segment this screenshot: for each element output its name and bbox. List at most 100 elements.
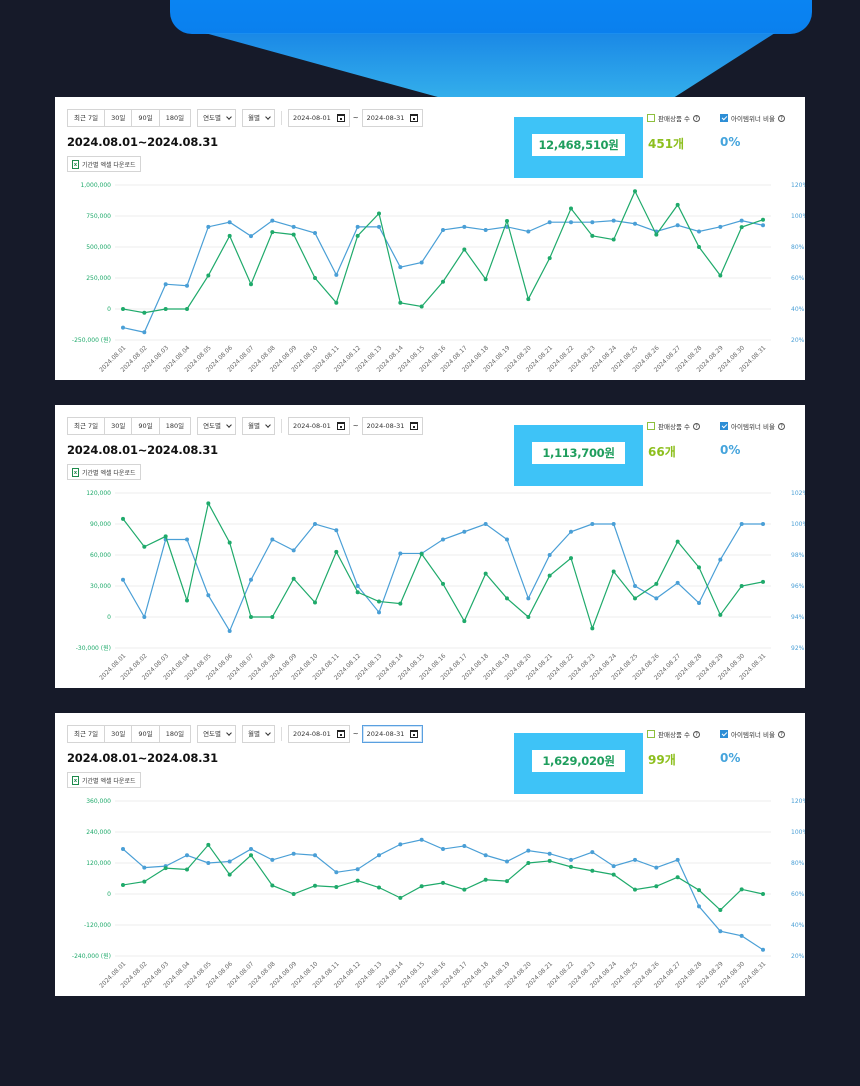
- ratio-data-point[interactable]: [313, 853, 317, 858]
- sales-data-point[interactable]: [313, 276, 317, 280]
- sales-data-point[interactable]: [142, 544, 147, 549]
- ratio-data-point[interactable]: [697, 229, 701, 234]
- sales-data-point[interactable]: [313, 883, 317, 888]
- ratio-data-point[interactable]: [249, 577, 253, 582]
- ratio-data-point[interactable]: [441, 537, 445, 542]
- sales-count-checkbox[interactable]: [647, 114, 655, 122]
- sales-data-point[interactable]: [697, 565, 701, 570]
- ratio-data-point[interactable]: [675, 857, 680, 862]
- ratio-data-point[interactable]: [334, 272, 339, 277]
- ratio-data-point[interactable]: [633, 221, 637, 226]
- range-180days-button[interactable]: 180일: [165, 730, 185, 738]
- sales-data-point[interactable]: [419, 551, 424, 556]
- legend-sales-count[interactable]: 판매상품 수 ?: [647, 113, 700, 123]
- sales-data-point[interactable]: [355, 590, 360, 595]
- sales-data-point[interactable]: [334, 885, 339, 890]
- ratio-data-point[interactable]: [611, 522, 616, 526]
- ratio-data-point[interactable]: [633, 857, 637, 862]
- ratio-data-point[interactable]: [441, 847, 445, 852]
- range-30days-button[interactable]: 30일: [105, 418, 133, 434]
- ratio-data-point[interactable]: [526, 596, 531, 601]
- ratio-data-point[interactable]: [355, 867, 360, 872]
- sales-data-point[interactable]: [483, 877, 488, 882]
- sales-data-point[interactable]: [163, 534, 168, 539]
- ratio-data-point[interactable]: [291, 224, 296, 229]
- sales-data-point[interactable]: [675, 539, 680, 544]
- ratio-data-point[interactable]: [227, 628, 232, 633]
- item-winner-checkbox[interactable]: [720, 730, 728, 738]
- ratio-data-point[interactable]: [569, 220, 573, 225]
- sales-data-point[interactable]: [761, 217, 765, 222]
- sales-data-point[interactable]: [505, 218, 509, 223]
- year-select[interactable]: 연도별: [197, 725, 237, 743]
- calendar-icon[interactable]: [336, 114, 345, 122]
- date-from-input[interactable]: 2024-08-01: [288, 109, 350, 127]
- ratio-data-point[interactable]: [505, 537, 509, 542]
- sales-data-point[interactable]: [675, 202, 680, 207]
- calendar-icon[interactable]: [336, 730, 345, 738]
- ratio-data-point[interactable]: [441, 227, 445, 232]
- sales-data-point[interactable]: [142, 310, 147, 315]
- sales-data-point[interactable]: [569, 556, 573, 561]
- sales-data-point[interactable]: [611, 569, 616, 574]
- date-from-input[interactable]: 2024-08-01: [288, 417, 350, 435]
- ratio-data-point[interactable]: [718, 929, 723, 934]
- legend-sales-count[interactable]: 판매상품 수 ?: [647, 421, 700, 431]
- year-select[interactable]: 연도별: [197, 417, 237, 435]
- ratio-data-point[interactable]: [121, 847, 125, 852]
- sales-data-point[interactable]: [654, 232, 659, 237]
- sales-data-point[interactable]: [654, 884, 659, 889]
- ratio-data-point[interactable]: [291, 548, 296, 553]
- range-90days-button[interactable]: 90일: [132, 726, 160, 742]
- help-icon[interactable]: ?: [692, 422, 700, 430]
- ratio-data-point[interactable]: [526, 229, 531, 234]
- sales-data-point[interactable]: [505, 596, 509, 601]
- sales-data-point[interactable]: [185, 867, 189, 872]
- sales-data-point[interactable]: [633, 887, 637, 892]
- excel-download-button[interactable]: x 기간별 엑셀 다운로드: [67, 772, 141, 788]
- sales-data-point[interactable]: [355, 878, 360, 883]
- ratio-data-point[interactable]: [355, 224, 360, 229]
- ratio-data-point[interactable]: [185, 283, 189, 288]
- sales-data-point[interactable]: [718, 273, 723, 278]
- date-to-input[interactable]: 2024-08-31: [361, 109, 424, 127]
- ratio-data-point[interactable]: [526, 848, 531, 853]
- ratio-data-point[interactable]: [313, 231, 317, 236]
- sales-data-point[interactable]: [654, 581, 659, 586]
- sales-data-point[interactable]: [590, 233, 595, 238]
- sales-data-point[interactable]: [718, 908, 723, 913]
- sales-data-point[interactable]: [377, 885, 381, 890]
- item-winner-checkbox[interactable]: [720, 114, 728, 122]
- ratio-data-point[interactable]: [377, 853, 381, 858]
- help-icon[interactable]: ?: [777, 114, 785, 122]
- excel-download-button[interactable]: x 기간별 엑셀 다운로드: [67, 464, 141, 480]
- range-30days-button[interactable]: 30일: [105, 110, 133, 126]
- sales-data-point[interactable]: [419, 884, 424, 889]
- ratio-data-point[interactable]: [142, 615, 147, 619]
- ratio-data-point[interactable]: [697, 601, 701, 606]
- ratio-data-point[interactable]: [185, 537, 189, 542]
- sales-data-point[interactable]: [718, 612, 723, 617]
- sales-data-point[interactable]: [569, 206, 573, 211]
- ratio-data-point[interactable]: [590, 220, 595, 225]
- sales-data-point[interactable]: [697, 245, 701, 249]
- date-from-input[interactable]: 2024-08-01: [288, 725, 350, 743]
- sales-data-point[interactable]: [590, 626, 595, 631]
- sales-data-point[interactable]: [398, 300, 403, 305]
- ratio-data-point[interactable]: [761, 522, 765, 526]
- sales-data-point[interactable]: [547, 256, 552, 261]
- sales-data-point[interactable]: [483, 571, 488, 576]
- ratio-data-point[interactable]: [121, 325, 125, 330]
- sales-data-point[interactable]: [505, 879, 509, 884]
- sales-data-point[interactable]: [398, 895, 403, 900]
- sales-data-point[interactable]: [611, 872, 616, 877]
- sales-data-point[interactable]: [163, 307, 168, 311]
- ratio-data-point[interactable]: [569, 857, 573, 862]
- ratio-data-point[interactable]: [377, 224, 381, 229]
- sales-data-point[interactable]: [739, 225, 744, 230]
- sales-data-point[interactable]: [547, 858, 552, 863]
- sales-data-point[interactable]: [249, 853, 253, 858]
- range-7days-button[interactable]: 최근 7일: [68, 418, 106, 434]
- ratio-data-point[interactable]: [185, 853, 189, 858]
- month-select[interactable]: 월별: [242, 109, 275, 127]
